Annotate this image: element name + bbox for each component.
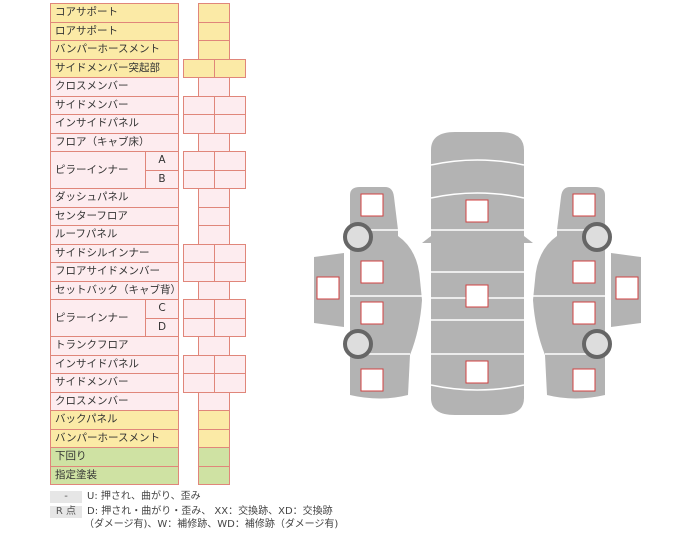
car-side-right <box>533 187 605 399</box>
row-label: フロアサイドメンバー <box>50 262 179 282</box>
marker-left-pillar[interactable] <box>316 276 340 300</box>
check-cell-right[interactable] <box>214 169 246 189</box>
row-label: インサイドパネル <box>50 114 179 134</box>
row-label: サイドメンバー突起部 <box>50 58 179 78</box>
marker-right-rear-door[interactable] <box>572 301 596 325</box>
row-label: ピラーインナー <box>50 151 146 189</box>
row-sublabel: A <box>145 151 179 171</box>
row-label: サイドシルインナー <box>50 243 179 263</box>
marker-right-front[interactable] <box>572 193 596 217</box>
check-cell-right[interactable] <box>214 58 246 78</box>
wheel-icon <box>343 222 373 252</box>
marker-left-rear-door[interactable] <box>360 301 384 325</box>
row-label: クロスメンバー <box>50 77 179 97</box>
marker-left-rear[interactable] <box>360 368 384 392</box>
marker-roof[interactable] <box>465 284 489 308</box>
row-label: バンパーホースメント <box>50 428 179 448</box>
check-cell-right[interactable] <box>214 317 246 337</box>
legend-text-d-cont: （ダメージ有)、W：補修跡、WD：補修跡（ダメージ有) <box>84 519 339 530</box>
wheel-icon <box>582 222 612 252</box>
car-body-top-view <box>431 132 524 415</box>
legend-text-u: U: 押され、曲がり、歪み <box>87 491 201 502</box>
row-label: センターフロア <box>50 206 179 226</box>
mirror-right <box>524 236 533 243</box>
check-cell-right[interactable] <box>214 262 246 282</box>
legend-key-dash: - <box>50 491 82 503</box>
wheel-icon <box>343 329 373 359</box>
wheel-icon <box>582 329 612 359</box>
marker-left-front-door[interactable] <box>360 260 384 284</box>
check-cell-right[interactable] <box>214 373 246 393</box>
legend-text-d: D: 押され・曲がり・歪み、 XX：交換跡、XD：交換跡 <box>87 506 333 517</box>
row-label: フロア（キャブ床） <box>50 132 179 152</box>
row-label: ピラーインナー <box>50 299 146 337</box>
car-side-left <box>350 187 422 399</box>
row-label: サイドメンバー <box>50 95 179 115</box>
legend-key-r: R 点 <box>50 506 82 518</box>
row-label: クロスメンバー <box>50 391 179 411</box>
marker-left-front[interactable] <box>360 193 384 217</box>
row-label: バンパーホースメント <box>50 40 179 60</box>
marker-right-front-door[interactable] <box>572 260 596 284</box>
check-cell-right[interactable] <box>214 114 246 134</box>
check-cell[interactable] <box>198 465 230 485</box>
marker-trunk[interactable] <box>465 360 489 384</box>
row-label: 指定塗装 <box>50 465 179 485</box>
marker-right-pillar[interactable] <box>615 276 639 300</box>
mirror-left <box>422 236 431 243</box>
marker-right-rear[interactable] <box>572 368 596 392</box>
row-sublabel: C <box>145 299 179 319</box>
marker-hood[interactable] <box>465 199 489 223</box>
row-label: バックパネル <box>50 410 179 430</box>
